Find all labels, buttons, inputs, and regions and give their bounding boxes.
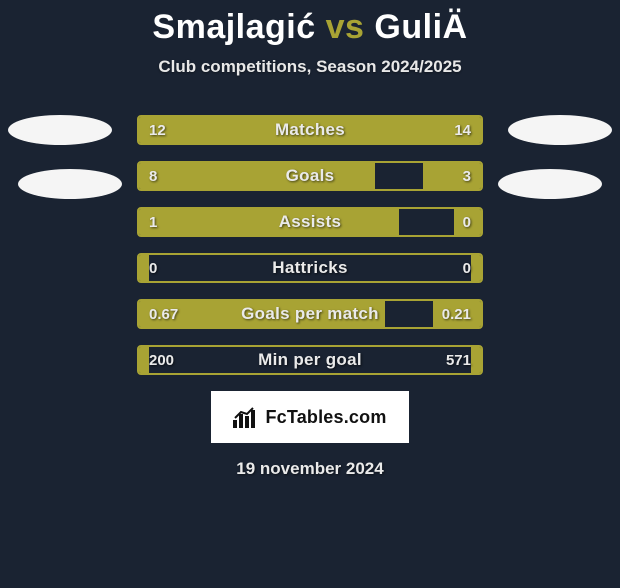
player1-avatar-bottom (18, 169, 122, 199)
stat-label: Matches (139, 117, 481, 143)
subtitle: Club competitions, Season 2024/2025 (0, 57, 620, 77)
stat-bars: 1214Matches 83Goals 10Assists 00Hattricks 0.… (137, 115, 483, 375)
player1-name: Smajlagić (152, 8, 315, 46)
stat-row: 200571Min per goal (137, 345, 483, 375)
stat-label: Assists (139, 209, 481, 235)
player1-avatar-top (8, 115, 112, 145)
stat-row: 10Assists (137, 207, 483, 237)
footer-logo: FcTables.com (211, 391, 409, 443)
comparison-title: Smajlagić vs GuliÄ (0, 8, 620, 47)
fctables-icon (233, 406, 259, 428)
player2-name: GuliÄ (374, 8, 467, 46)
stat-label: Goals per match (139, 301, 481, 327)
stat-label: Hattricks (139, 255, 481, 281)
stat-label: Goals (139, 163, 481, 189)
stat-row: 00Hattricks (137, 253, 483, 283)
vs-label: vs (326, 8, 365, 46)
stat-row: 1214Matches (137, 115, 483, 145)
footer-date: 19 november 2024 (0, 459, 620, 479)
comparison-content: 1214Matches 83Goals 10Assists 00Hattricks 0.… (0, 115, 620, 375)
stat-label: Min per goal (139, 347, 481, 373)
stat-row: 83Goals (137, 161, 483, 191)
player2-avatar-top (508, 115, 612, 145)
stat-row: 0.670.21Goals per match (137, 299, 483, 329)
player2-avatar-bottom (498, 169, 602, 199)
footer-logo-text: FcTables.com (265, 407, 386, 428)
